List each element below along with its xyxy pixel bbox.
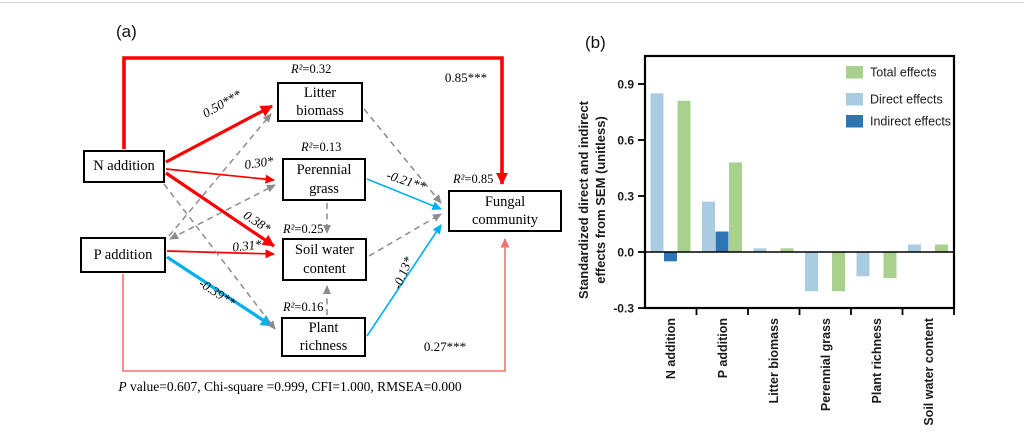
- xcat-plant-richness: Plant richness: [870, 318, 884, 403]
- path-n-to-fungal-direct: [122, 56, 508, 185]
- path-p-to-soil: [166, 249, 275, 259]
- path-n-to-grass: [165, 168, 275, 184]
- node-perennial-grass: Perennial grass: [282, 158, 366, 201]
- path-n-to-richness-dashed: [163, 183, 276, 330]
- y-ticks: [638, 83, 645, 309]
- bar-total-effects-litter-biomass: [780, 248, 794, 252]
- coef-p-fungal: 0.27***: [423, 339, 467, 354]
- bar-indirect-effects-n-addition: [664, 252, 677, 262]
- legend-swatch-indirect: [846, 115, 863, 128]
- path-n-to-litter: [165, 104, 273, 164]
- path-richness-to-fungal: [366, 224, 442, 337]
- r2-perennial-grass: R²=0.13: [301, 140, 342, 154]
- legend-label-indirect: Indirect effects: [870, 115, 951, 129]
- bar-direct-effects-p-addition: [702, 201, 715, 252]
- bar-direct-effects-litter-biomass: [753, 248, 767, 252]
- panel-b-tag: (b): [585, 33, 606, 52]
- coef-n-fungal: 0.85***: [444, 70, 488, 85]
- legend-swatch-direct: [846, 93, 863, 106]
- node-n-addition: N addition: [83, 150, 165, 183]
- ytick-0.0: 0.0: [617, 246, 634, 260]
- legend: Total effects Direct effects Indirect ef…: [846, 66, 951, 129]
- node-label: Litter biomass: [296, 84, 344, 119]
- node-fungal-community: Fungal community: [448, 190, 562, 232]
- bar-total-effects-plant-richness: [883, 252, 897, 279]
- legend-label-direct: Direct effects: [870, 93, 943, 107]
- bar-direct-effects-soil-water-content: [908, 244, 921, 252]
- node-label: Soil water content: [294, 242, 355, 277]
- ytick-0.9: 0.9: [617, 78, 634, 92]
- node-p-addition: P addition: [80, 237, 166, 273]
- node-label: Plant richness: [299, 319, 348, 354]
- xcat-p-addition: P addition: [716, 318, 730, 378]
- xcat-soil-water-content: Soil water content: [922, 317, 936, 425]
- model-fit-stats: P value=0.607, Chi-square =0.999, CFI=1.…: [118, 379, 462, 394]
- bar-direct-effects-plant-richness: [856, 252, 870, 277]
- bar-direct-effects-n-addition: [650, 93, 664, 252]
- path-p-to-fungal-direct: [122, 238, 510, 372]
- x-ticks: [695, 308, 955, 315]
- r2-plant-richness: R²=0.16: [283, 300, 324, 314]
- path-soil-to-fungal-dashed: [368, 213, 442, 257]
- node-label: Perennial grass: [296, 162, 352, 197]
- path-p-to-richness: [166, 255, 273, 328]
- ytick--0.3: -0.3: [613, 302, 634, 316]
- panel-a-tag: (a): [116, 22, 137, 41]
- r2-soil-water-content: R²=0.25: [283, 222, 324, 236]
- legend-label-total: Total effects: [870, 66, 936, 80]
- bar-direct-effects-perennial-grass: [805, 252, 818, 292]
- bar-total-effects-p-addition: [729, 162, 742, 252]
- ytick-0.6: 0.6: [617, 134, 634, 148]
- bars-group: [650, 93, 948, 292]
- legend-swatch-total: [846, 66, 863, 79]
- ytick-0.3: 0.3: [617, 190, 634, 204]
- node-label: N addition: [93, 158, 155, 175]
- path-grass-to-fungal: [366, 178, 442, 210]
- xcat-litter-biomass: Litter biomass: [767, 318, 781, 403]
- node-plant-richness: Plant richness: [281, 317, 366, 357]
- xcat-perennial-grass: Perennial grass: [819, 318, 833, 411]
- bar-total-effects-n-addition: [677, 100, 691, 252]
- node-label: Fungal community: [471, 193, 539, 228]
- path-p-to-litter-dashed: [168, 113, 272, 237]
- r2-litter-biomass: R²=0.32: [291, 62, 332, 76]
- coef-p-soil: 0.31*: [231, 236, 263, 255]
- node-label: P addition: [93, 246, 153, 263]
- bar-total-effects-perennial-grass: [832, 252, 845, 292]
- bar-total-effects-soil-water-content: [935, 244, 948, 252]
- bar-indirect-effects-p-addition: [715, 231, 729, 252]
- y-axis-title-line1: Standardized direct and indirect: [576, 100, 591, 299]
- xcat-n-addition: N addition: [664, 318, 678, 379]
- node-litter-biomass: Litter biomass: [277, 82, 363, 122]
- node-soil-water-content: Soil water content: [282, 238, 367, 281]
- path-p-grass-dashed: [169, 184, 276, 240]
- y-axis-title-line2: effects from SEM (unitless): [593, 116, 608, 284]
- page-top-rule: [0, 2, 1024, 3]
- r2-fungal-community: R²=0.85: [453, 172, 494, 186]
